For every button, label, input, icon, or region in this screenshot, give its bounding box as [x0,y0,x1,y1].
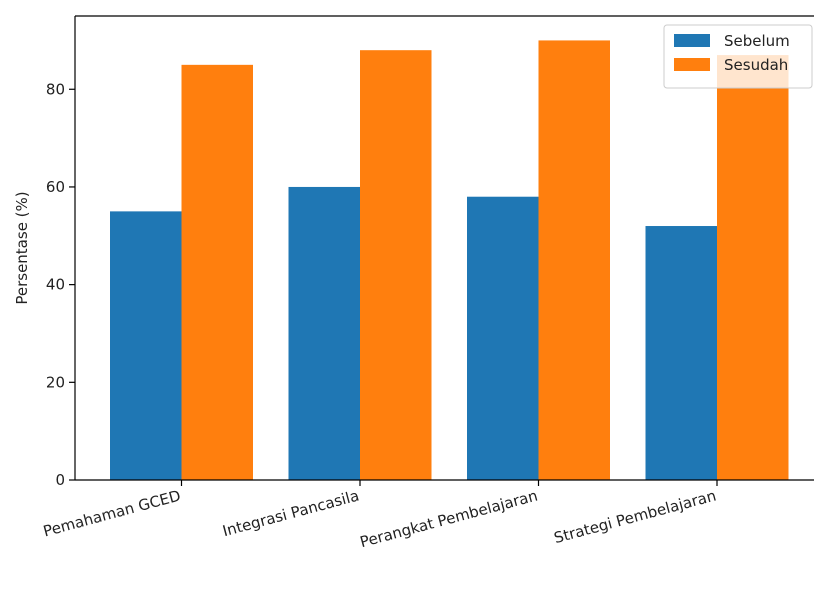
bar-sesudah-3 [538,40,610,480]
bar-sesudah-2 [360,50,432,480]
bar-sebelum-3 [467,196,539,480]
x-tick-label: Strategi Pembelajaran [552,486,718,547]
legend-label-sesudah: Sesudah [724,56,788,74]
x-tick-label: Integrasi Pancasila [221,486,361,540]
bar-sesudah-1 [181,64,253,480]
legend: Sebelum Sesudah [663,24,813,89]
bar-sebelum-1 [110,211,182,481]
x-tick-label: Perangkat Pembelajaran [358,486,539,551]
bars-layer [110,40,789,481]
axes-layer [74,15,814,481]
legend-label-sebelum: Sebelum [724,32,790,50]
y-axis-title: Persentase (%) [13,191,31,304]
x-ticks: Pemahaman GCED Integrasi PancasilaPerangk… [41,480,718,551]
y-ticks: 0 20 40 60 80 [46,80,75,489]
y-tick-label: 0 [55,471,65,489]
y-tick-label: 60 [46,178,65,196]
legend-swatch-sebelum [674,34,710,47]
y-tick-label: 20 [46,373,65,391]
bar-sebelum-4 [645,226,717,480]
bar-sebelum-2 [288,186,360,480]
legend-swatch-sesudah [674,58,710,71]
x-tick-label: Pemahaman GCED [41,486,182,540]
y-tick-label: 40 [46,276,65,294]
bar-sesudah-4 [717,55,789,481]
y-tick-label: 80 [46,80,65,98]
